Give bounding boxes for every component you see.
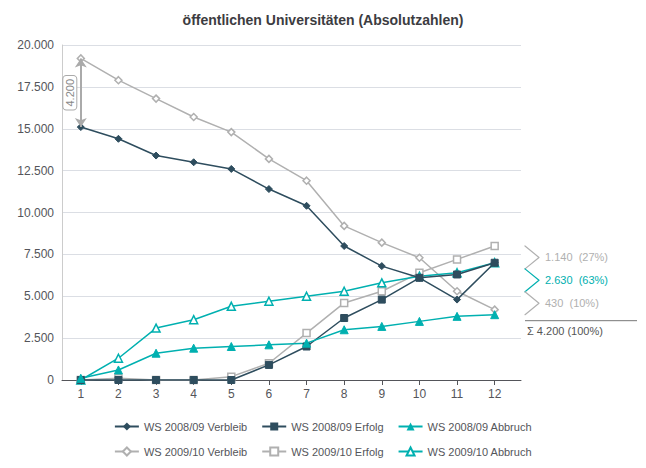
svg-text:WS 2008/09 Abbruch: WS 2008/09 Abbruch	[428, 421, 532, 433]
svg-text:5.000: 5.000	[24, 289, 54, 303]
svg-text:WS 2008/09 Verbleib: WS 2008/09 Verbleib	[144, 421, 247, 433]
svg-text:5: 5	[228, 387, 235, 401]
svg-text:15.000: 15.000	[17, 122, 54, 136]
svg-text:17.500: 17.500	[17, 80, 54, 94]
svg-text:12.500: 12.500	[17, 164, 54, 178]
svg-text:10: 10	[413, 387, 427, 401]
svg-text:6: 6	[266, 387, 273, 401]
svg-text:öffentlichen Universitäten (Ab: öffentlichen Universitäten (Absolutzahle…	[183, 12, 464, 28]
svg-text:WS 2009/10 Erfolg: WS 2009/10 Erfolg	[291, 446, 383, 458]
svg-text:4: 4	[190, 387, 197, 401]
svg-text:11: 11	[451, 387, 464, 401]
svg-text:WS 2009/10 Abbruch: WS 2009/10 Abbruch	[428, 446, 532, 458]
svg-text:Σ 4.200 (100%): Σ 4.200 (100%)	[527, 325, 603, 337]
svg-text:430 (10%): 430 (10%)	[545, 297, 599, 309]
svg-text:WS 2008/09 Erfolg: WS 2008/09 Erfolg	[291, 421, 383, 433]
svg-text:2.500: 2.500	[24, 331, 54, 345]
svg-text:2.630 (63%): 2.630 (63%)	[545, 274, 608, 286]
svg-text:1: 1	[77, 387, 84, 401]
svg-text:7: 7	[303, 387, 310, 401]
svg-text:12: 12	[488, 387, 502, 401]
svg-text:3: 3	[153, 387, 160, 401]
svg-text:7.500: 7.500	[24, 247, 54, 261]
svg-text:8: 8	[341, 387, 348, 401]
svg-text:1.140 (27%): 1.140 (27%)	[545, 251, 608, 263]
svg-text:4.200: 4.200	[64, 79, 76, 107]
svg-text:9: 9	[378, 387, 385, 401]
svg-text:10.000: 10.000	[17, 206, 54, 220]
svg-text:0: 0	[47, 373, 54, 387]
svg-text:20.000: 20.000	[17, 38, 54, 52]
svg-text:WS 2009/10 Verbleib: WS 2009/10 Verbleib	[144, 446, 247, 458]
svg-text:2: 2	[115, 387, 122, 401]
